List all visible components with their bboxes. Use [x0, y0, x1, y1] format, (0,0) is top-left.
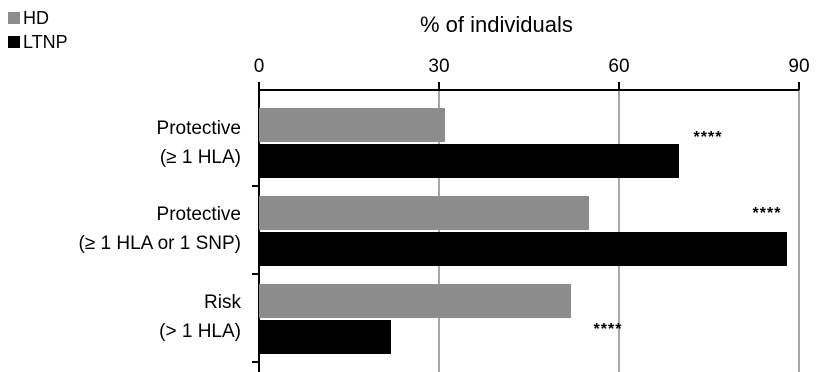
bar-hd — [259, 284, 571, 318]
category-label-line2: (≥ 1 HLA) — [159, 147, 241, 168]
x-tick-label: 30 — [428, 56, 449, 77]
legend-swatch-hd — [8, 12, 20, 24]
x-tick-label: 60 — [608, 56, 629, 77]
legend-label-hd: HD — [23, 8, 49, 28]
bar-hd — [259, 196, 589, 230]
legend-label-ltnp: LTNP — [23, 32, 68, 52]
bar-ltnp — [259, 144, 679, 178]
category-label-risk-hla: Risk (> 1 HLA) — [159, 288, 241, 346]
x-tick-label: 0 — [254, 56, 265, 77]
x-axis-title: % of individuals — [420, 12, 573, 37]
significance-label: **** — [694, 129, 723, 146]
legend-swatch-ltnp — [8, 36, 20, 48]
category-label-protective-hla-snp: Protective (≥ 1 HLA or 1 SNP) — [79, 200, 241, 258]
significance-label: **** — [594, 321, 623, 338]
bar-ltnp — [259, 320, 391, 354]
category-label-protective-hla: Protective (≥ 1 HLA) — [157, 114, 241, 172]
significance-label: **** — [753, 205, 782, 222]
legend-item-ltnp: LTNP — [8, 30, 68, 54]
category-label-line2: (> 1 HLA) — [159, 321, 241, 342]
bar-hd — [259, 108, 445, 142]
bar-ltnp — [259, 232, 787, 266]
legend-item-hd: HD — [8, 6, 68, 30]
category-label-line1: Protective — [156, 204, 241, 225]
category-label-line2: (≥ 1 HLA or 1 SNP) — [78, 233, 241, 254]
legend: HD LTNP — [8, 6, 68, 54]
category-label-line1: Risk — [204, 292, 241, 313]
category-label-line1: Protective — [156, 118, 241, 139]
x-tick-label: 90 — [788, 56, 809, 77]
